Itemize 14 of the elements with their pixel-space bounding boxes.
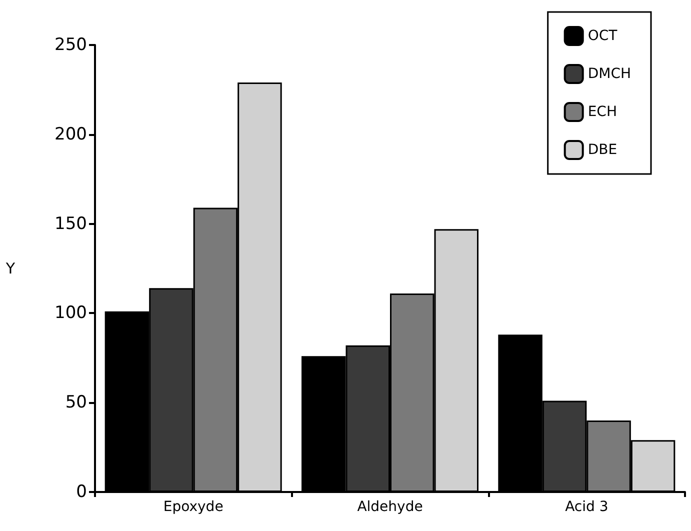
y-tick-label: 100 — [54, 303, 87, 324]
legend-label: OCT — [588, 28, 618, 44]
y-tick-label: 50 — [65, 392, 87, 413]
y-tick-label: 0 — [76, 482, 87, 502]
legend-label: DBE — [588, 142, 618, 158]
legend-label: DMCH — [588, 66, 632, 82]
y-tick-label: 250 — [54, 35, 87, 55]
x-tick-label: Aldehyde — [357, 499, 423, 515]
y-tick-label: 150 — [54, 214, 87, 234]
legend-label: ECH — [588, 104, 617, 120]
y-tick-label: 200 — [54, 124, 87, 144]
x-tick-label: Epoxyde — [163, 499, 224, 515]
y-axis-title: Y — [4, 260, 16, 278]
x-tick-label: Acid 3 — [565, 499, 608, 515]
